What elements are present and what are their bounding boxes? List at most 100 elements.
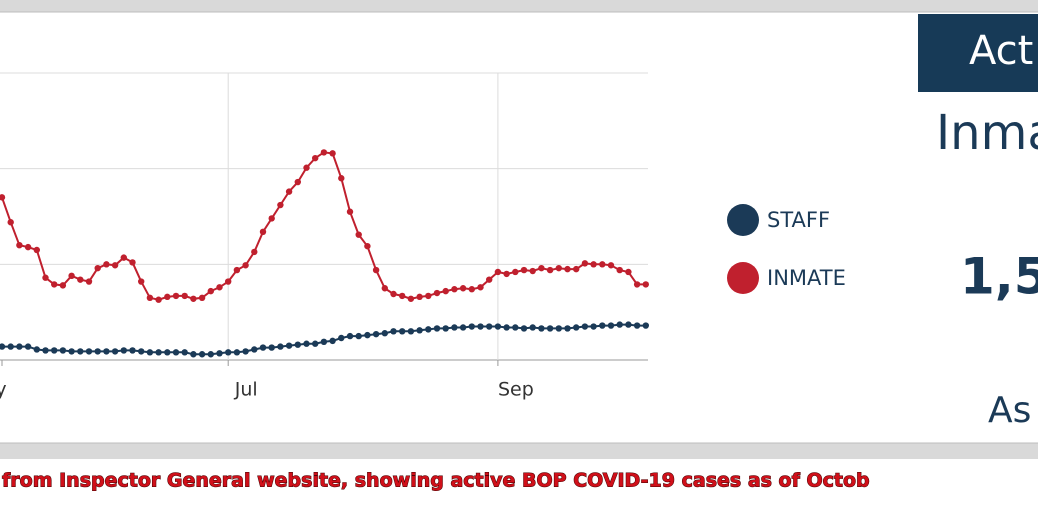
- data-point: [303, 164, 310, 171]
- data-point: [294, 341, 301, 348]
- data-point: [225, 278, 232, 285]
- data-point: [233, 266, 241, 274]
- data-point: [233, 349, 241, 356]
- data-point: [459, 324, 467, 331]
- data-point: [329, 150, 336, 157]
- data-point: [338, 334, 345, 342]
- data-point: [216, 284, 223, 291]
- data-point: [16, 343, 23, 350]
- data-point: [190, 295, 197, 302]
- data-point: [33, 246, 40, 254]
- data-point: [399, 292, 406, 300]
- data-point: [51, 281, 58, 288]
- data-point: [320, 338, 328, 346]
- data-point: [0, 194, 6, 201]
- data-point: [451, 286, 458, 293]
- data-point: [16, 242, 23, 249]
- x-tick-label: Jul: [234, 379, 258, 401]
- data-point: [138, 278, 145, 285]
- data-point: [164, 293, 171, 301]
- data-point: [251, 248, 258, 256]
- data-point: [346, 332, 354, 340]
- series-line: [1, 151, 646, 301]
- data-point: [146, 349, 154, 356]
- data-point: [172, 292, 180, 300]
- data-point: [442, 287, 449, 295]
- data-point: [520, 325, 528, 332]
- data-point: [416, 293, 423, 301]
- data-point: [172, 349, 180, 356]
- data-point: [477, 323, 484, 330]
- data-point: [407, 295, 415, 302]
- panel-label: Inma: [936, 105, 1038, 161]
- panel-footer: As: [988, 390, 1031, 431]
- data-point: [425, 326, 432, 333]
- data-point: [468, 323, 475, 330]
- data-point: [607, 322, 615, 329]
- data-point: [381, 285, 388, 292]
- data-point: [355, 332, 362, 340]
- data-point: [372, 266, 380, 274]
- data-point: [364, 331, 371, 339]
- data-point: [129, 259, 136, 266]
- panel-header: Act: [969, 28, 1033, 74]
- data-point: [390, 328, 397, 335]
- data-point: [520, 266, 528, 274]
- data-point: [94, 348, 101, 355]
- data-point: [512, 268, 519, 276]
- data-point: [146, 294, 154, 302]
- data-point: [329, 337, 336, 345]
- data-point: [7, 343, 14, 350]
- data-point: [338, 175, 345, 182]
- data-point: [207, 287, 214, 295]
- data-point: [68, 348, 75, 355]
- data-point: [42, 274, 49, 281]
- data-point: [590, 261, 597, 268]
- data-point: [181, 349, 188, 356]
- data-point: [459, 285, 467, 292]
- data-point: [346, 208, 354, 215]
- data-point: [512, 324, 519, 331]
- data-point: [529, 324, 536, 331]
- data-point: [320, 149, 328, 156]
- plot: y Jul Sep: [0, 72, 649, 401]
- legend-label: INMATE: [767, 266, 846, 290]
- data-point: [416, 327, 423, 334]
- data-point: [242, 348, 249, 355]
- data-point: [103, 261, 110, 268]
- data-point: [599, 322, 606, 329]
- data-point: [77, 348, 84, 355]
- legend-marker: [727, 262, 759, 294]
- data-point: [425, 292, 432, 300]
- data-point: [625, 321, 632, 328]
- data-point: [207, 351, 214, 358]
- data-point: [155, 296, 162, 303]
- data-point: [355, 231, 362, 238]
- data-point: [616, 266, 623, 274]
- data-point: [59, 347, 67, 354]
- data-point: [477, 284, 484, 291]
- data-point: [451, 324, 458, 331]
- data-point: [51, 347, 58, 354]
- data-point: [111, 348, 119, 355]
- data-point: [24, 243, 32, 251]
- data-point: [546, 266, 554, 274]
- data-point: [216, 350, 223, 357]
- data-point: [546, 325, 554, 332]
- data-point: [312, 340, 319, 347]
- data-point: [303, 340, 310, 347]
- data-point: [372, 330, 380, 338]
- data-point: [198, 351, 206, 358]
- top-bar: [0, 0, 1038, 12]
- data-point: [155, 349, 162, 356]
- data-point: [59, 282, 67, 289]
- data-point: [442, 325, 449, 332]
- data-point: [581, 260, 589, 267]
- data-point: [381, 330, 388, 337]
- data-point: [390, 290, 397, 298]
- data-point: [564, 325, 571, 332]
- data-point: [294, 178, 301, 186]
- data-point: [581, 323, 589, 330]
- data-point: [642, 322, 649, 329]
